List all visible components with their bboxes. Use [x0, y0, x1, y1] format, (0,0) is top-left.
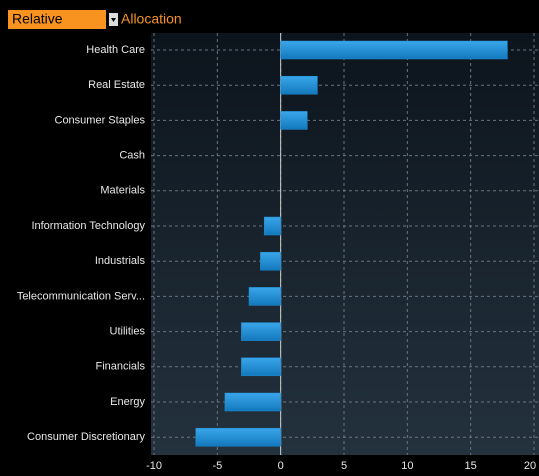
y-tick-label: Consumer Staples — [55, 114, 146, 126]
plot-area — [151, 33, 539, 455]
bar — [280, 40, 508, 60]
y-tick-label: Health Care — [86, 44, 145, 56]
dropdown-label[interactable]: Relative — [12, 11, 63, 27]
y-tick-label: Telecommunication Serv... — [17, 290, 145, 302]
x-tick-label: -5 — [212, 460, 222, 472]
bar — [224, 392, 281, 412]
bar — [248, 287, 281, 306]
bar — [195, 427, 281, 447]
dropdown-arrow — [111, 18, 116, 22]
bar — [241, 322, 281, 341]
y-tick-label: Industrials — [95, 255, 146, 267]
bar — [260, 251, 281, 271]
y-tick-label: Utilities — [110, 326, 146, 338]
x-tick-label: 0 — [278, 460, 284, 472]
y-tick-label: Financials — [95, 361, 145, 373]
x-tick-label: -10 — [146, 460, 162, 472]
bar — [280, 75, 318, 95]
header-title: Allocation — [121, 11, 182, 27]
y-tick-label: Information Technology — [31, 220, 145, 232]
bar — [263, 216, 281, 236]
x-tick-label: 15 — [465, 460, 477, 472]
bar — [280, 111, 308, 130]
y-tick-label: Real Estate — [88, 79, 145, 91]
bar — [241, 357, 281, 377]
y-tick-label: Materials — [100, 185, 145, 197]
y-tick-label: Energy — [110, 396, 145, 408]
y-tick-label: Consumer Discretionary — [27, 431, 145, 443]
dropdown-box[interactable] — [8, 10, 106, 29]
x-tick-label: 10 — [401, 460, 413, 472]
y-tick-label: Cash — [119, 150, 145, 162]
x-tick-label: 20 — [524, 460, 536, 472]
x-tick-label: 5 — [341, 460, 347, 472]
